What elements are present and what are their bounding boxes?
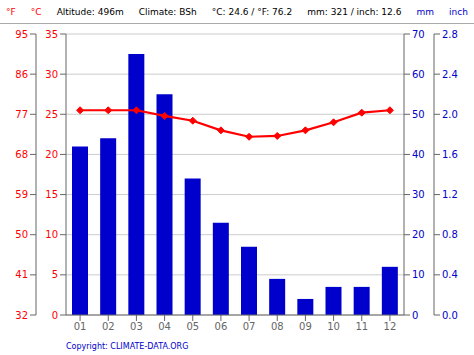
html-text:°C: 24.6 / °F: 76.2: °C: 24.6 / °F: 76.2 [211, 6, 293, 17]
svg-text:04: 04 [158, 321, 171, 332]
svg-text:09: 09 [299, 321, 312, 332]
svg-text:12: 12 [384, 321, 397, 332]
svg-text:02: 02 [102, 321, 115, 332]
svg-text:2.4: 2.4 [442, 69, 458, 80]
svg-text:68: 68 [15, 149, 28, 160]
svg-text:77: 77 [15, 109, 28, 120]
html-text:°C: °C [30, 6, 42, 17]
html-text:Climate: BSh: Climate: BSh [138, 6, 197, 17]
svg-text:06: 06 [215, 321, 228, 332]
html-text:mm: 321 / inch: 12.6: mm: 321 / inch: 12.6 [307, 6, 402, 17]
svg-text:40: 40 [412, 149, 425, 160]
svg-text:60: 60 [412, 69, 425, 80]
svg-text:1.6: 1.6 [442, 149, 458, 160]
svg-text:0.4: 0.4 [442, 269, 458, 280]
svg-text:95: 95 [15, 29, 28, 40]
svg-text:32: 32 [15, 310, 28, 321]
svg-text:1.2: 1.2 [442, 189, 458, 200]
svg-text:10: 10 [327, 321, 340, 332]
svg-text:20: 20 [45, 149, 58, 160]
svg-text:10: 10 [412, 269, 425, 280]
svg-text:0: 0 [52, 310, 58, 321]
svg-text:59: 59 [15, 189, 28, 200]
svg-text:05: 05 [186, 321, 199, 332]
svg-text:41: 41 [15, 269, 28, 280]
html-text:inch: inch [449, 6, 468, 17]
svg-text:50: 50 [15, 229, 28, 240]
svg-text:07: 07 [243, 321, 256, 332]
svg-text:35: 35 [45, 29, 58, 40]
svg-text:0.8: 0.8 [442, 229, 458, 240]
svg-text:10: 10 [45, 229, 58, 240]
svg-text:03: 03 [130, 321, 143, 332]
svg-text:5: 5 [52, 269, 58, 280]
svg-text:0: 0 [412, 310, 418, 321]
svg-text:20: 20 [412, 229, 425, 240]
svg-text:01: 01 [74, 321, 87, 332]
svg-text:11: 11 [355, 321, 368, 332]
svg-text:2.8: 2.8 [442, 29, 458, 40]
svg-text:2.0: 2.0 [442, 109, 458, 120]
html-text:Altitude: 496m: Altitude: 496m [56, 6, 124, 17]
html-text:mm: mm [416, 6, 434, 17]
html-text:°F: °F [6, 6, 16, 17]
svg-text:30: 30 [412, 189, 425, 200]
svg-text:86: 86 [15, 69, 28, 80]
svg-text:0.0: 0.0 [442, 310, 458, 321]
svg-text:50: 50 [412, 109, 425, 120]
svg-text:25: 25 [45, 109, 58, 120]
html-text:Copyright: CLIMATE-DATA.ORG: Copyright: CLIMATE-DATA.ORG [66, 342, 189, 351]
svg-text:70: 70 [412, 29, 425, 40]
svg-text:15: 15 [45, 189, 58, 200]
svg-text:08: 08 [271, 321, 284, 332]
svg-text:30: 30 [45, 69, 58, 80]
